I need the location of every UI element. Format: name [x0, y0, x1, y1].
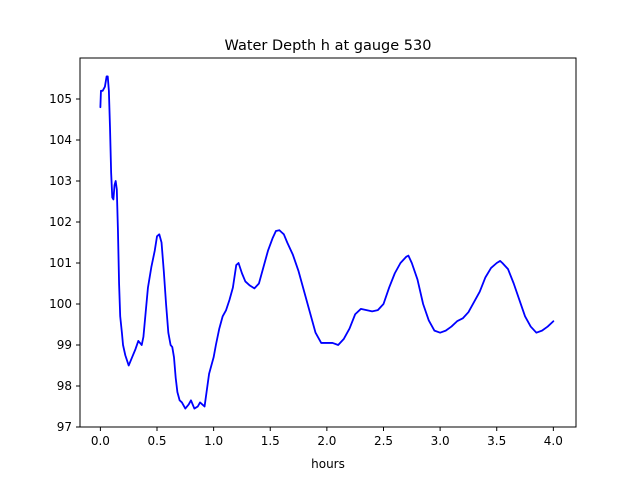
x-tick-label: 1.5 — [261, 434, 280, 448]
y-tick-label: 101 — [49, 256, 72, 270]
x-tick-label: 0.5 — [147, 434, 166, 448]
y-tick-label: 105 — [49, 92, 72, 106]
y-tick-label: 99 — [57, 338, 72, 352]
x-tick-label: 4.0 — [544, 434, 563, 448]
chart-title: Water Depth h at gauge 530 — [225, 38, 432, 54]
y-tick-label: 98 — [57, 379, 72, 393]
x-axis-ticks: 0.0 0.5 1.0 1.5 2.0 2.5 3.0 3.5 4.0 — [91, 427, 563, 448]
x-tick-label: 2.5 — [374, 434, 393, 448]
y-tick-label: 104 — [49, 133, 72, 147]
x-tick-label: 3.5 — [487, 434, 506, 448]
y-tick-label: 103 — [49, 174, 72, 188]
series-line-0 — [99, 75, 555, 410]
y-tick-label: 102 — [49, 215, 72, 229]
x-tick-label: 0.0 — [91, 434, 110, 448]
axes-frame — [79, 57, 577, 428]
x-axis-label: hours — [311, 457, 345, 471]
plot-area — [79, 57, 577, 428]
x-tick-label: 2.0 — [317, 434, 336, 448]
y-tick-label: 97 — [57, 420, 72, 434]
x-tick-label: 3.0 — [431, 434, 450, 448]
x-tick-label: 1.0 — [204, 434, 223, 448]
y-tick-label: 100 — [49, 297, 72, 311]
y-axis-ticks: 97 98 99 100 101 102 103 104 105 — [49, 92, 80, 434]
